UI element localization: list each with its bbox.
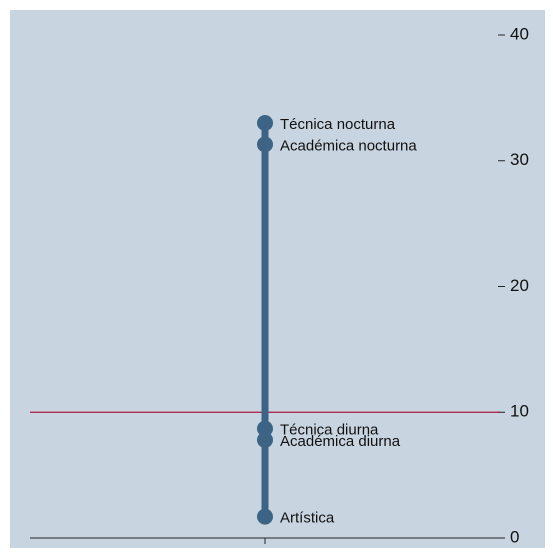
dot — [257, 431, 273, 448]
dot-label: Técnica diurna — [280, 422, 379, 439]
dot-label: Artística — [280, 510, 335, 527]
y-tick-label: 0 — [510, 527, 519, 546]
dot — [257, 136, 273, 153]
dot — [257, 115, 273, 132]
y-tick-label: 30 — [510, 150, 529, 169]
dot — [257, 508, 273, 525]
y-tick-label: 20 — [510, 276, 529, 295]
y-tick-label: 40 — [510, 24, 529, 43]
dot-label: Académica diurna — [280, 433, 401, 450]
dot-label: Técnica nocturna — [280, 116, 396, 133]
dot — [257, 420, 273, 437]
y-tick-label: 10 — [510, 402, 529, 421]
dot-label: Académica nocturna — [280, 137, 417, 154]
plot-background — [10, 10, 545, 548]
